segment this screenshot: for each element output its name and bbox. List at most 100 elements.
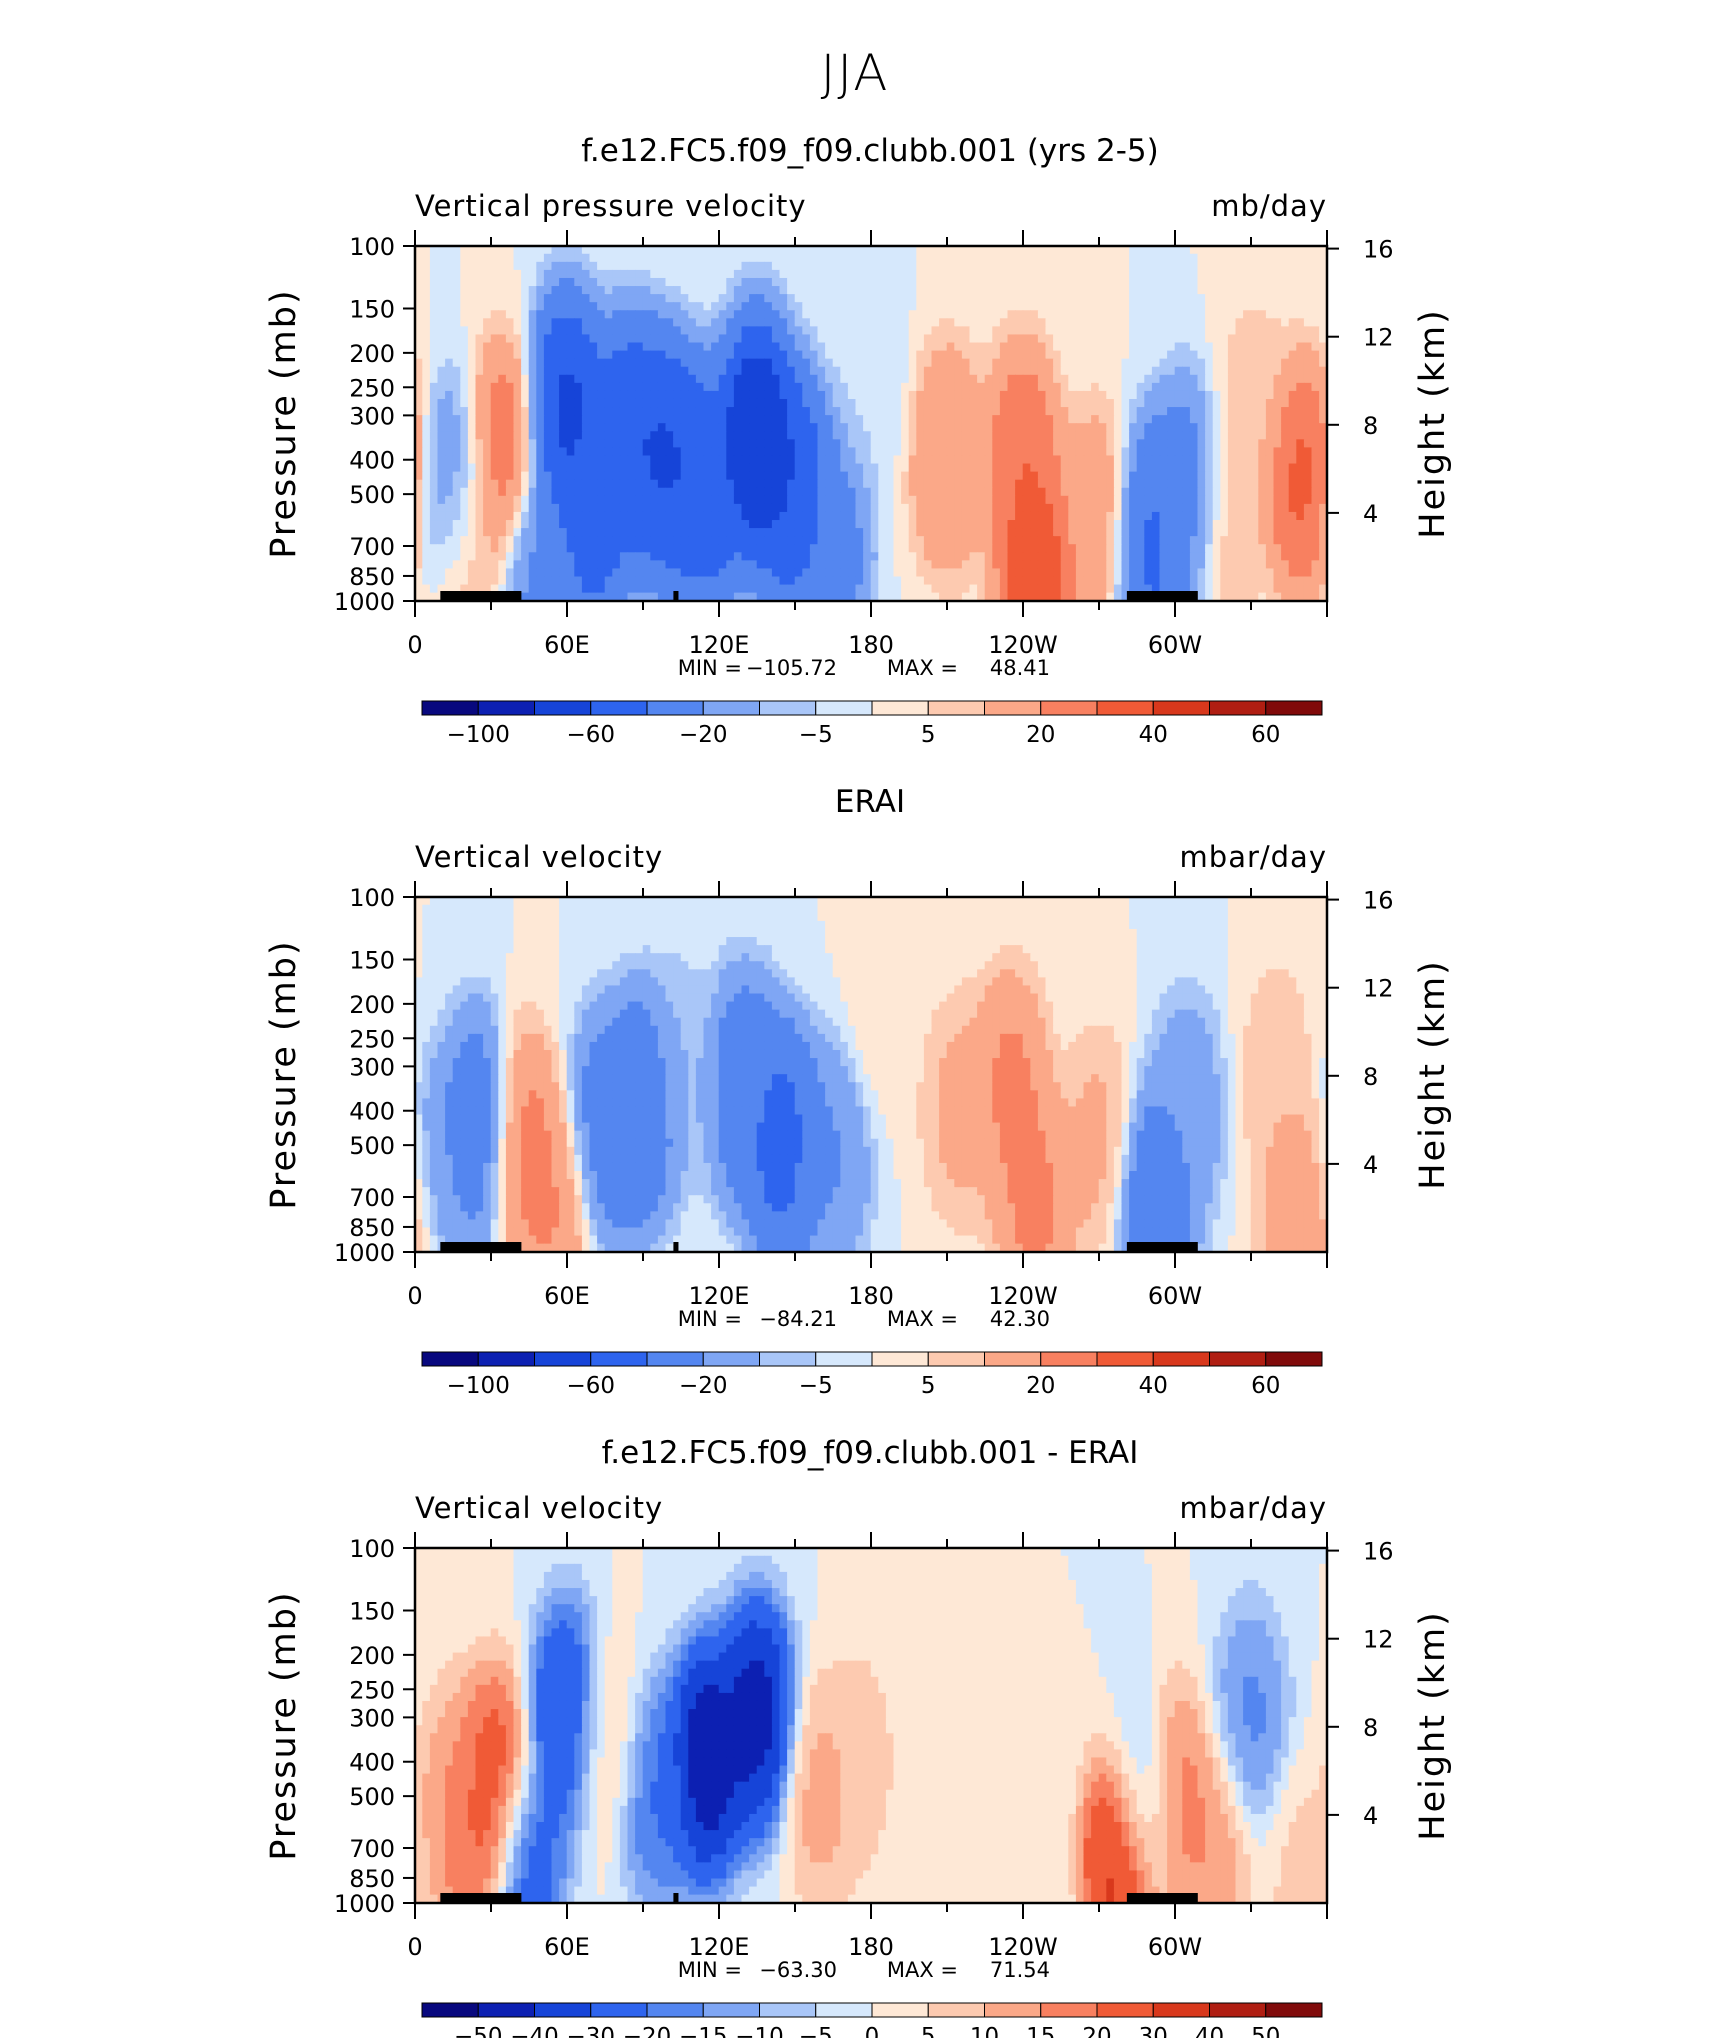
field-cell (695, 374, 705, 384)
field-cell (779, 294, 788, 303)
field-cell (1311, 342, 1320, 352)
field-cell (1068, 423, 1077, 432)
field-cell (1022, 398, 1031, 408)
field-cell (604, 374, 613, 384)
field-cell (1212, 269, 1221, 279)
field-cell (977, 382, 986, 392)
field-cell (543, 455, 553, 465)
field-cell (1022, 390, 1031, 400)
field-cell (1258, 536, 1267, 545)
field-cell (1174, 374, 1183, 384)
field-cell (1129, 318, 1138, 327)
field-cell (1098, 407, 1107, 416)
field-cell (1129, 382, 1138, 392)
field-cell (627, 439, 636, 449)
field-cell (992, 374, 1001, 384)
field-cell (559, 503, 568, 513)
field-cell (1106, 536, 1115, 545)
field-cell (939, 520, 948, 529)
field-cell (1030, 479, 1039, 489)
field-cell (536, 286, 545, 295)
field-cell (1250, 277, 1259, 287)
field-cell (840, 568, 849, 578)
field-cell (612, 431, 621, 440)
field-cell (1273, 544, 1282, 553)
field-cell (741, 544, 750, 553)
field-cell (703, 560, 712, 570)
field-cell (1235, 350, 1244, 360)
field-cell (543, 253, 553, 263)
field-cell (589, 302, 598, 311)
field-cell (490, 374, 499, 384)
field-cell (764, 528, 773, 537)
field-cell (1311, 398, 1320, 408)
field-cell (650, 487, 659, 497)
field-cell (1250, 431, 1259, 440)
field-cell (566, 447, 575, 457)
field-cell (703, 511, 712, 521)
field-cell (1129, 277, 1138, 287)
field-cell (741, 286, 750, 295)
field-cell (1311, 463, 1320, 473)
field-cell (794, 277, 803, 287)
field-cell (984, 277, 993, 287)
field-cell (779, 536, 788, 545)
field-cell (779, 334, 788, 344)
field-cell (1159, 342, 1168, 352)
field-cell (467, 390, 477, 400)
field-cell (1319, 326, 1327, 336)
field-cell (612, 366, 621, 376)
field-cell (1098, 439, 1107, 449)
field-cell (505, 310, 515, 319)
field-cell (460, 382, 469, 392)
field-cell (559, 576, 568, 586)
field-cell (1007, 487, 1016, 497)
field-cell (673, 431, 682, 440)
field-cell (855, 294, 864, 303)
field-cell (695, 528, 705, 537)
field-cell (863, 350, 872, 360)
field-cell (566, 350, 575, 360)
field-cell (756, 455, 765, 465)
field-cell (650, 407, 659, 416)
field-cell (521, 253, 530, 263)
field-cell (771, 423, 781, 432)
field-cell (733, 552, 743, 561)
field-cell (794, 398, 803, 408)
field-cell (733, 382, 743, 392)
field-cell (415, 374, 423, 384)
field-cell (825, 350, 834, 360)
field-cell (711, 415, 720, 424)
field-cell (635, 302, 644, 311)
field-cell (1296, 269, 1305, 279)
field-cell (1288, 511, 1297, 521)
field-cell (635, 544, 644, 553)
field-cell (1250, 495, 1259, 505)
field-cell (855, 568, 864, 578)
field-cell (415, 471, 423, 481)
field-cell (483, 439, 492, 449)
field-cell (1030, 294, 1039, 303)
field-cell (688, 552, 697, 561)
field-cell (1174, 544, 1183, 553)
field-cell (863, 479, 872, 489)
field-cell (1022, 366, 1031, 376)
field-cell (536, 560, 545, 570)
field-cell (521, 423, 530, 432)
field-cell (1197, 536, 1206, 545)
field-cell (642, 269, 651, 279)
field-cell (612, 334, 621, 344)
field-cell (1106, 390, 1115, 400)
field-cell (460, 528, 469, 537)
field-cell (1106, 568, 1115, 578)
field-cell (1022, 326, 1031, 336)
field-cell (893, 503, 902, 513)
field-cell (946, 479, 955, 489)
field-cell (1235, 415, 1244, 424)
field-cell (923, 455, 933, 465)
field-cell (415, 261, 423, 271)
field-cell (1281, 471, 1290, 481)
field-cell (893, 342, 902, 352)
field-cell (847, 342, 857, 352)
field-cell (703, 366, 712, 376)
